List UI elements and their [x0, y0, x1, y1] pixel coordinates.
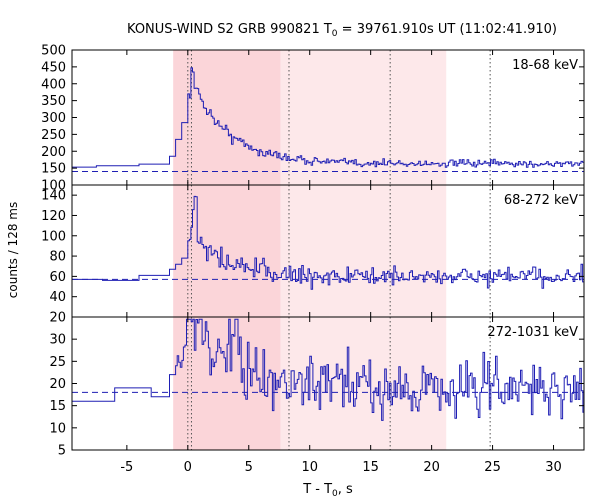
band-label-2: 272-1031 keV	[487, 325, 578, 340]
light-curve-2	[72, 318, 584, 421]
light-curve-0	[72, 67, 584, 168]
y-tick-label-0-4: 300	[41, 111, 66, 126]
x-tick-label-5: 20	[423, 460, 440, 475]
x-tick-label-3: 10	[301, 460, 318, 475]
x-tick-label-2: 5	[245, 460, 253, 475]
y-axis-label: counts / 128 ms	[6, 202, 20, 298]
y-tick-label-1-4: 100	[41, 229, 66, 244]
x-tick-label-4: 15	[362, 460, 379, 475]
x-tick-label-1: 0	[184, 460, 192, 475]
y-tick-label-1-3: 80	[49, 250, 66, 265]
y-tick-label-0-0: 100	[41, 179, 66, 194]
x-tick-label-6: 25	[484, 460, 501, 475]
y-tick-label-2-1: 10	[49, 421, 66, 436]
x-tick-label-0: -5	[120, 460, 133, 475]
x-axis-label: T - T0, s	[302, 482, 353, 499]
xlabel-prefix: T - T	[302, 482, 332, 497]
band-label-1: 68-272 keV	[504, 193, 578, 208]
y-tick-label-0-1: 150	[41, 162, 66, 177]
x-tick-labels: -5 0 5 10 15 20 25 30	[120, 460, 561, 475]
y-tick-label-0-5: 350	[41, 94, 66, 109]
light-curve-1	[72, 195, 584, 290]
title-subscript: 0	[332, 29, 338, 39]
y-tick-label-0-7: 450	[41, 60, 66, 75]
y-tick-label-2-3: 20	[49, 377, 66, 392]
y-tick-label-0-3: 250	[41, 128, 66, 143]
y-tick-label-0-8: 500	[41, 44, 66, 59]
y-tick-label-0-6: 400	[41, 77, 66, 92]
xlabel-suffix: , s	[338, 482, 353, 497]
y-tick-label-2-0: 5	[58, 444, 66, 459]
y-tick-label-1-6: 140	[41, 189, 66, 204]
xlabel-subscript: 0	[332, 489, 338, 499]
title-suffix: = 39761.910s UT (11:02:41.910)	[338, 22, 557, 37]
title-prefix: KONUS-WIND S2 GRB 990821 T	[127, 22, 332, 37]
y-tick-label-2-5: 30	[49, 333, 66, 348]
panel-1: 20 40 60 80 100 120 140 68-272 keV	[41, 184, 585, 326]
y-tick-label-1-0: 20	[49, 311, 66, 326]
y-tick-label-2-4: 25	[49, 355, 66, 370]
y-tick-label-1-5: 120	[41, 209, 66, 224]
panel-2: 5 10 15 20 25 30 272-1031 keV	[49, 316, 585, 459]
shaded-interval-0	[173, 185, 281, 317]
y-tick-label-2-2: 15	[49, 399, 66, 414]
band-label-0: 18-68 keV	[512, 58, 578, 73]
x-tick-label-7: 30	[545, 460, 562, 475]
shaded-interval-1	[280, 185, 447, 317]
y-tick-label-1-1: 40	[49, 290, 66, 305]
chart-title: KONUS-WIND S2 GRB 990821 T0 = 39761.910s…	[127, 22, 557, 39]
shaded-interval-0	[173, 50, 281, 185]
y-tick-label-0-2: 200	[41, 145, 66, 160]
y-tick-label-1-2: 60	[49, 270, 66, 285]
